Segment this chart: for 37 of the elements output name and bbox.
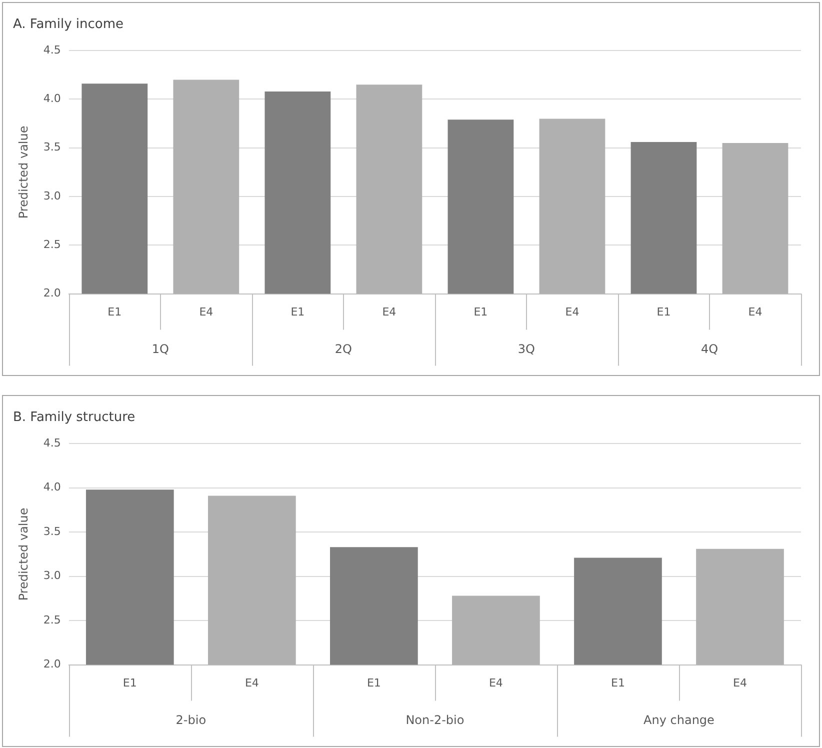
text: Any change — [644, 712, 714, 727]
y-tick-label: 3.5 — [43, 140, 61, 154]
chart-title: B. Family structure — [13, 410, 136, 426]
x-tick-label: E1 — [122, 676, 137, 690]
y-tick-label: 2.0 — [43, 286, 61, 300]
x-tick-label: E4 — [199, 305, 214, 318]
y-tick-label: 2.0 — [43, 658, 61, 671]
x-tick-label: E1 — [474, 305, 488, 318]
text: Non-2-bio — [406, 712, 464, 727]
y-tick-label: 3.5 — [43, 524, 61, 538]
text: 3Q — [518, 342, 536, 356]
y-tick-label: 4.5 — [43, 436, 61, 450]
y-axis-title: Predicted value — [16, 508, 30, 601]
y-tick-label: 4.5 — [43, 43, 61, 56]
text: 2-bio — [176, 712, 206, 727]
text: 4Q — [700, 342, 718, 356]
text: 1Q — [152, 342, 169, 356]
x-tick-label: E4 — [488, 676, 503, 690]
x-tick-label: E1 — [290, 305, 305, 318]
x-tick-label: E1 — [610, 676, 625, 690]
x-tick-label: E1 — [108, 305, 122, 318]
y-tick-label: 3.0 — [43, 189, 61, 202]
x-tick-label: E1 — [656, 305, 671, 318]
x-tick-label: E1 — [366, 676, 381, 690]
x-tick-label: E4 — [565, 305, 580, 318]
y-tick-label: 4.0 — [43, 480, 61, 494]
x-tick-label: E4 — [382, 305, 396, 318]
x-tick-label: E4 — [244, 676, 259, 690]
y-axis-title: Predicted value — [16, 126, 30, 219]
y-tick-label: 2.5 — [43, 613, 61, 626]
x-tick-label: E4 — [748, 305, 762, 318]
text: 2Q — [334, 342, 352, 356]
y-tick-label: 2.5 — [43, 238, 61, 252]
y-tick-label: 4.0 — [43, 92, 61, 106]
chart-title: A. Family income — [13, 17, 124, 32]
y-tick-label: 3.0 — [43, 569, 61, 582]
x-tick-label: E4 — [733, 676, 747, 690]
